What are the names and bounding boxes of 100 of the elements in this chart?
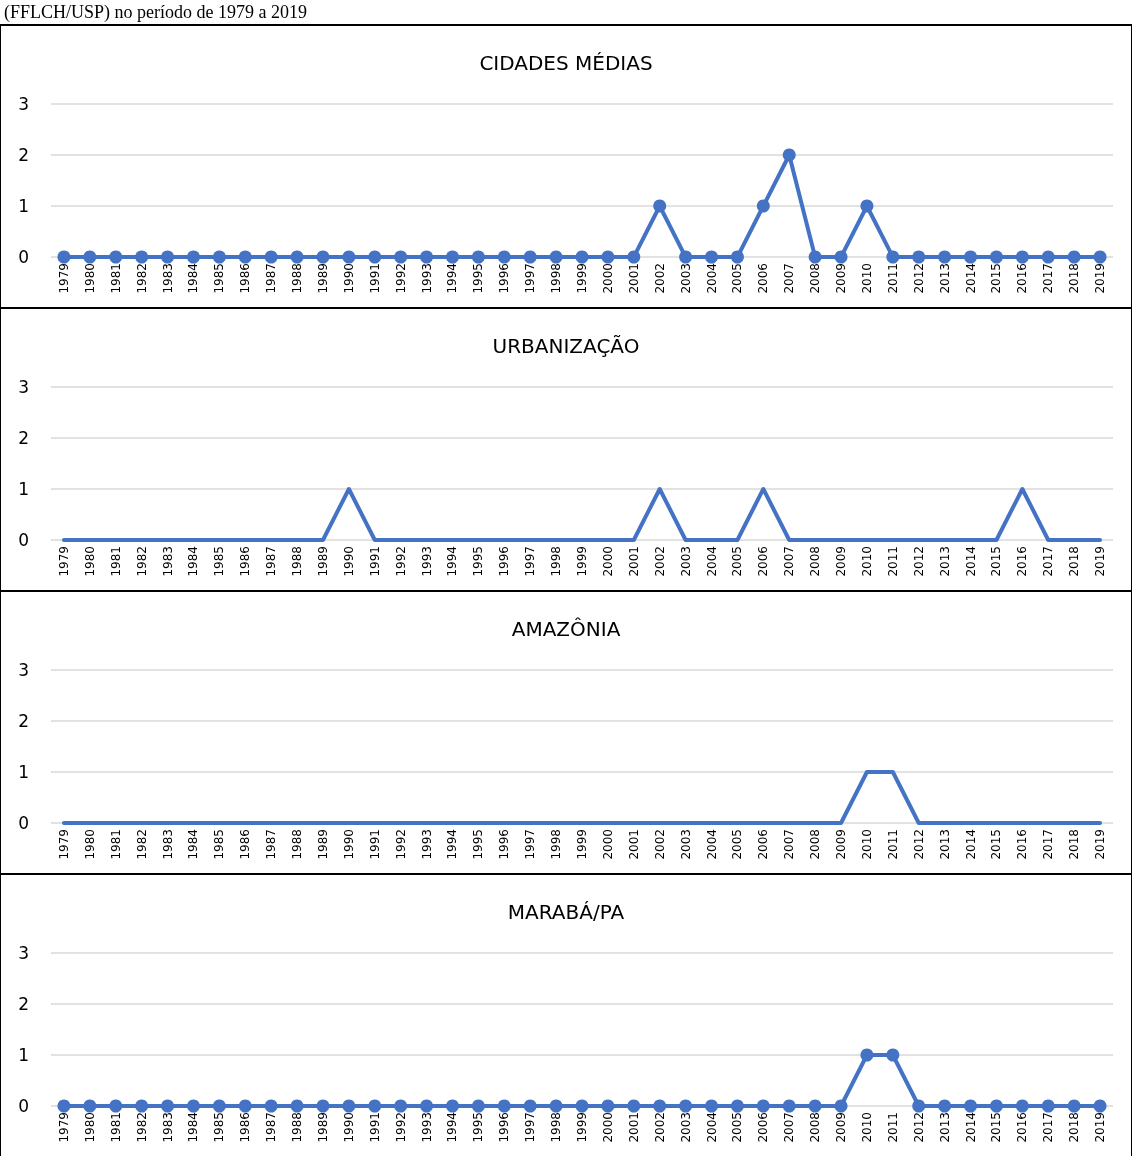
x-tick-label: 1996 <box>497 263 512 294</box>
y-tick-label: 0 <box>18 530 29 550</box>
x-tick-label: 1998 <box>549 263 564 294</box>
x-tick-label: 1979 <box>56 263 71 294</box>
x-tick-label: 1984 <box>186 1112 201 1143</box>
x-tick-label: 1986 <box>238 829 253 860</box>
x-tick-label: 2003 <box>678 1112 693 1143</box>
x-tick-label: 1987 <box>264 829 279 860</box>
x-tick-label: 1981 <box>108 546 123 577</box>
x-tick-label: 2009 <box>834 546 849 577</box>
x-tick-label: 2017 <box>1041 546 1056 577</box>
x-tick-label: 2018 <box>1067 829 1082 860</box>
x-tick-label: 1993 <box>419 546 434 577</box>
x-tick-label: 1991 <box>367 546 382 577</box>
text: (FFLCH/USP) no período de 1979 a 2019 <box>4 2 307 22</box>
x-tick-label: 2019 <box>1093 1112 1108 1143</box>
x-tick-label: 2009 <box>834 263 849 294</box>
point <box>782 148 796 162</box>
x-tick-label: 1984 <box>186 546 201 577</box>
x-tick-label: 1992 <box>393 829 408 860</box>
x-tick-label: 1989 <box>315 1112 330 1143</box>
x-tick-label: 2008 <box>808 829 823 860</box>
point <box>808 250 822 264</box>
point <box>264 250 278 264</box>
x-tick-label: 2011 <box>885 546 900 577</box>
point <box>912 250 926 264</box>
x-tick-label: 2015 <box>989 1112 1004 1143</box>
point <box>1015 250 1029 264</box>
x-tick-label: 2008 <box>808 546 823 577</box>
x-tick-label: 1988 <box>290 546 305 577</box>
point <box>989 250 1003 264</box>
point <box>109 250 123 264</box>
x-tick-label: 1999 <box>575 263 589 294</box>
x-tick-label: 1980 <box>82 263 97 294</box>
x-tick-label: 2013 <box>937 829 952 860</box>
x-tick-label: 1979 <box>56 546 71 577</box>
x-tick-label: 2004 <box>704 829 719 860</box>
x-tick-label: 1997 <box>523 1112 538 1143</box>
x-tick-label: 1981 <box>108 263 123 294</box>
x-tick-label: 2001 <box>626 1112 641 1143</box>
x-tick-label: 2007 <box>782 546 797 577</box>
point <box>290 250 304 264</box>
x-tick-label: 1993 <box>419 263 434 294</box>
chart-title: AMAZÔNIA <box>511 617 621 641</box>
point <box>1067 250 1081 264</box>
x-tick-label: 1995 <box>471 546 486 577</box>
point <box>342 250 356 264</box>
x-tick-label: 2006 <box>756 1112 771 1143</box>
point <box>886 250 900 264</box>
x-tick-label: 1993 <box>419 829 434 860</box>
point <box>57 250 71 264</box>
x-tick-label: 2010 <box>859 829 874 860</box>
point <box>186 250 200 264</box>
point <box>368 250 382 264</box>
point <box>653 199 667 213</box>
y-tick-label: 1 <box>18 762 29 782</box>
point <box>471 250 485 264</box>
x-tick-label: 2000 <box>600 263 615 294</box>
x-tick-label: 1997 <box>523 263 538 294</box>
x-tick-label: 1995 <box>471 263 486 294</box>
x-tick-label: 2019 <box>1093 546 1108 577</box>
x-tick-label: 2018 <box>1067 263 1082 294</box>
x-tick-label: 2010 <box>859 263 874 294</box>
x-tick-label: 2000 <box>600 1112 615 1143</box>
point <box>860 199 874 213</box>
x-tick-label: 1980 <box>82 1112 97 1143</box>
x-tick-label: 2013 <box>937 263 952 294</box>
y-tick-label: 2 <box>18 428 29 448</box>
x-tick-label: 2003 <box>678 263 693 294</box>
x-tick-label: 1995 <box>471 829 486 860</box>
x-tick-label: 1981 <box>108 1112 123 1143</box>
x-tick-label: 1994 <box>445 829 460 860</box>
x-tick-label: 1982 <box>134 263 149 294</box>
x-tick-label: 2016 <box>1015 1112 1030 1143</box>
x-tick-label: 2000 <box>600 829 615 860</box>
x-tick-label: 2005 <box>730 263 745 294</box>
x-tick-label: 2013 <box>937 546 952 577</box>
y-tick-label: 1 <box>18 479 29 499</box>
x-tick-label: 1996 <box>497 829 512 860</box>
y-tick-label: 3 <box>18 660 29 680</box>
x-tick-label: 1985 <box>212 1112 227 1143</box>
x-tick-label: 2014 <box>963 829 978 860</box>
x-tick-label: 2005 <box>730 546 745 577</box>
x-tick-label: 2012 <box>911 546 926 577</box>
x-tick-label: 1979 <box>56 1112 71 1143</box>
x-tick-label: 2001 <box>626 263 641 294</box>
point <box>523 250 537 264</box>
point <box>756 199 770 213</box>
x-tick-label: 2015 <box>989 829 1004 860</box>
x-tick-label: 1999 <box>575 829 589 860</box>
x-tick-label: 1995 <box>471 1112 486 1143</box>
x-tick-label: 1991 <box>367 829 382 860</box>
x-tick-label: 2011 <box>885 1112 900 1143</box>
chart-title: MARABÁ/PA <box>507 900 625 924</box>
x-tick-label: 1990 <box>341 263 356 294</box>
x-tick-label: 1981 <box>108 829 123 860</box>
y-tick-label: 3 <box>18 943 29 963</box>
x-tick-label: 1997 <box>523 546 538 577</box>
x-tick-label: 2015 <box>989 263 1004 294</box>
x-tick-label: 2014 <box>963 1112 978 1143</box>
